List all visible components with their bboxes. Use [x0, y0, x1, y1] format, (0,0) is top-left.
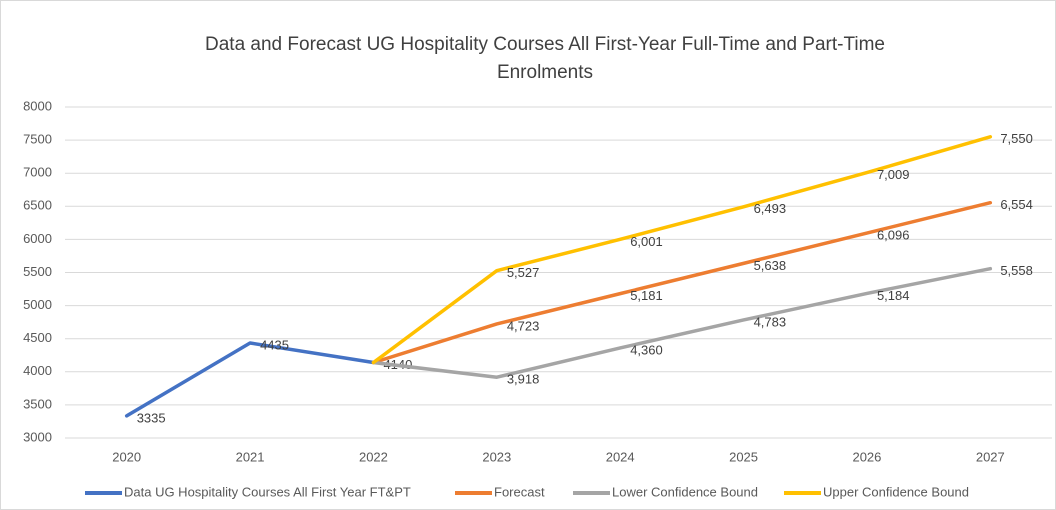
x-tick-label: 2023	[482, 449, 511, 464]
y-tick-label: 3000	[23, 429, 52, 444]
data-label: 5,558	[1000, 263, 1033, 278]
y-tick-label: 4000	[23, 363, 52, 378]
x-tick-label: 2027	[976, 449, 1005, 464]
legend-label: Upper Confidence Bound	[823, 484, 969, 499]
x-tick-label: 2026	[852, 449, 881, 464]
data-label: 4,783	[754, 314, 787, 329]
series-line	[371, 266, 993, 379]
y-tick-label: 5000	[23, 297, 52, 312]
data-label: 6,096	[877, 227, 910, 242]
data-label: 4435	[260, 337, 289, 352]
data-label: 6,554	[1000, 197, 1033, 212]
series-line	[124, 341, 376, 418]
y-tick-label: 6000	[23, 231, 52, 246]
series-line	[371, 135, 993, 365]
y-tick-label: 6500	[23, 198, 52, 213]
data-label: 5,638	[754, 258, 787, 273]
legend-label: Lower Confidence Bound	[612, 484, 758, 499]
legend-label: Data UG Hospitality Courses All First Ye…	[124, 484, 411, 499]
data-label: 5,181	[630, 288, 663, 303]
data-label: 7,009	[877, 167, 910, 182]
data-label: 4,723	[507, 318, 540, 333]
data-label: 3,918	[507, 372, 540, 387]
data-label: 4,360	[630, 342, 663, 357]
y-tick-label: 7000	[23, 165, 52, 180]
data-label: 7,550	[1000, 131, 1033, 146]
x-tick-label: 2022	[359, 449, 388, 464]
data-label: 6,493	[754, 201, 787, 216]
y-tick-label: 4500	[23, 330, 52, 345]
x-tick-label: 2025	[729, 449, 758, 464]
y-tick-label: 3500	[23, 396, 52, 411]
x-tick-label: 2024	[606, 449, 635, 464]
chart-title: Enrolments	[497, 62, 593, 83]
data-label: 5,527	[507, 265, 540, 280]
series-line	[371, 200, 993, 365]
chart-title: Data and Forecast UG Hospitality Courses…	[205, 34, 885, 55]
x-tick-label: 2021	[236, 449, 265, 464]
y-tick-label: 8000	[23, 98, 52, 113]
data-label: 5,184	[877, 288, 910, 303]
y-tick-label: 5500	[23, 264, 52, 279]
legend-label: Forecast	[494, 484, 545, 499]
x-tick-label: 2020	[112, 449, 141, 464]
data-label: 3335	[137, 410, 166, 425]
data-label: 6,001	[630, 234, 663, 249]
y-tick-label: 7500	[23, 132, 52, 147]
